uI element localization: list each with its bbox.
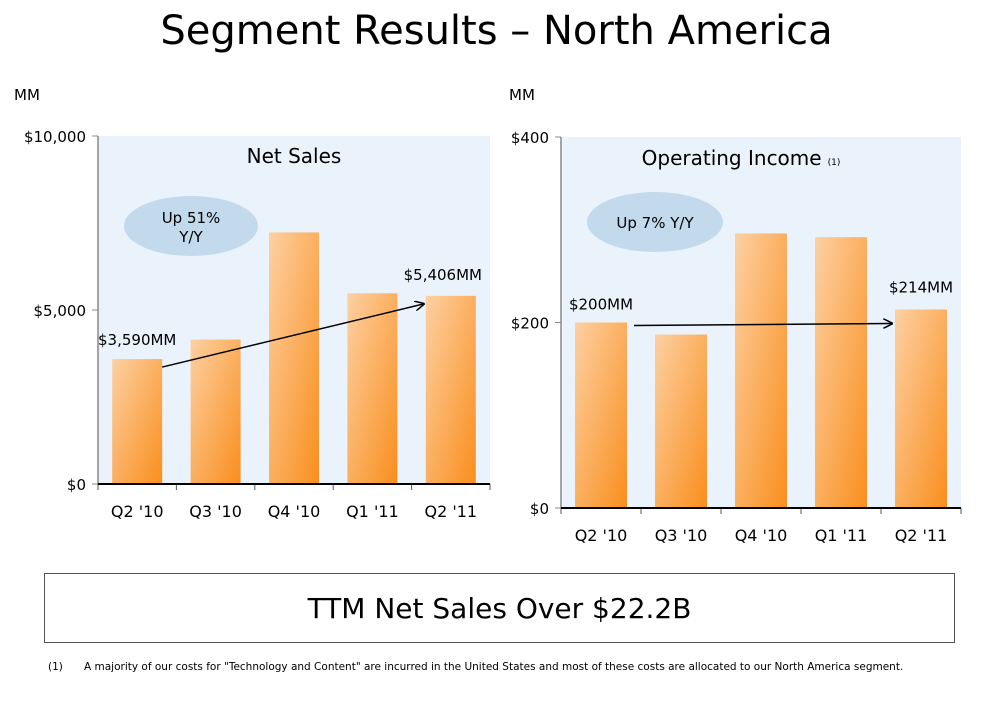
y-tick-label: $200 <box>511 315 549 333</box>
unit-label: MM <box>509 86 535 104</box>
trend-arrow <box>162 304 424 368</box>
chart-title: Net Sales <box>247 144 342 168</box>
slide-title: Segment Results – North America <box>160 8 833 54</box>
footnote: (1) A majority of our costs for "Technol… <box>48 661 944 674</box>
x-tick-label: Q3 '10 <box>189 502 242 521</box>
x-tick-label: Q2 '10 <box>111 502 164 521</box>
data-label: $5,406MM <box>404 266 482 284</box>
growth-bubble-text: Up 7% Y/Y <box>616 214 694 232</box>
bar <box>895 309 947 508</box>
trend-arrow <box>633 324 892 326</box>
unit-label: MM <box>14 86 40 104</box>
y-tick-label: $400 <box>511 129 549 147</box>
y-tick-label: $0 <box>530 500 549 518</box>
footnote-text: A majority of our costs for "Technology … <box>84 661 904 673</box>
y-tick-label: $0 <box>67 476 86 494</box>
y-tick-label: $10,000 <box>24 128 86 146</box>
bar <box>190 339 241 484</box>
bar <box>112 359 163 484</box>
x-tick-label: Q4 '10 <box>268 502 321 521</box>
x-tick-label: Q2 '10 <box>575 526 628 545</box>
bar <box>347 293 398 484</box>
y-tick-label: $5,000 <box>34 302 87 320</box>
ttm-text: TTM Net Sales Over $22.2B <box>307 591 692 625</box>
x-tick-label: Q2 '11 <box>895 526 948 545</box>
title-footnote-marker: (1) <box>828 158 841 168</box>
bar <box>815 237 867 509</box>
bar <box>575 322 627 508</box>
data-label: $3,590MM <box>98 331 176 349</box>
bar <box>735 233 787 508</box>
footnote-marker: (1) <box>48 661 63 673</box>
x-tick-label: Q4 '10 <box>735 526 788 545</box>
x-tick-label: Q3 '10 <box>655 526 708 545</box>
bar <box>269 232 319 484</box>
ttm-callout-box: TTM Net Sales Over $22.2B <box>44 573 955 643</box>
x-tick-label: Q1 '11 <box>815 526 868 545</box>
x-tick-label: Q2 '11 <box>424 502 477 521</box>
growth-bubble <box>587 192 723 252</box>
chart-title: Operating Income (1) <box>642 146 841 170</box>
data-label: $214MM <box>889 279 953 297</box>
growth-bubble-text: Y/Y <box>178 228 203 246</box>
data-label: $200MM <box>569 296 633 314</box>
bar <box>655 334 707 508</box>
bar <box>425 295 476 484</box>
growth-bubble <box>124 196 258 256</box>
x-tick-label: Q1 '11 <box>346 502 399 521</box>
growth-bubble-text: Up 51% <box>162 209 221 227</box>
